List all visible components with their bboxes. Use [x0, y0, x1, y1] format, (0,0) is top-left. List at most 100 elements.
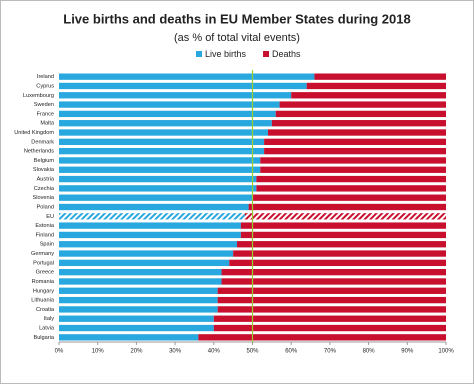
bar-segment — [59, 92, 292, 99]
bar-segment — [59, 120, 272, 127]
legend-swatch — [196, 51, 202, 57]
y-tick-label: Italy — [44, 316, 54, 322]
y-tick-label: Bulgaria — [33, 335, 54, 341]
y-tick-label: Denmark — [31, 139, 54, 145]
bar-segment — [59, 278, 222, 285]
bar-segment — [217, 306, 446, 313]
y-tick-label: Malta — [40, 121, 55, 127]
x-tick-label: 80% — [363, 349, 376, 355]
bar-segment — [59, 203, 249, 211]
bar-segment — [59, 73, 315, 80]
y-tick-label: Austria — [37, 177, 55, 183]
bar-segment — [59, 315, 214, 322]
bar-segment — [59, 250, 234, 257]
y-tick-label: Finland — [36, 232, 54, 238]
y-tick-label: Lithuania — [31, 298, 55, 304]
bar-segment — [275, 110, 446, 118]
y-tick-label: France — [37, 111, 54, 117]
bar-segment — [59, 185, 257, 192]
bar-segment — [59, 269, 222, 276]
bar-segment — [256, 175, 446, 183]
bar-segment — [59, 334, 199, 341]
bar-segment — [248, 203, 446, 211]
bar-segment — [260, 157, 446, 164]
y-tick-label: Croatia — [36, 307, 55, 313]
bar-segment — [59, 287, 218, 294]
x-tick-label: 40% — [208, 349, 221, 355]
y-tick-label: Hungary — [33, 288, 54, 294]
bar-segment — [256, 185, 446, 192]
bar-segment — [233, 250, 446, 257]
bar-segment — [59, 306, 218, 313]
bar-segment — [267, 129, 446, 136]
bar-segment — [244, 213, 446, 220]
bar-segment — [240, 231, 446, 239]
y-tick-label: Luxembourg — [23, 93, 54, 99]
bar-segment — [264, 138, 446, 145]
x-tick-label: 50% — [246, 349, 259, 355]
y-tick-label: United Kingdom — [14, 130, 54, 136]
bar-segment — [59, 194, 253, 201]
y-tick-label: Ireland — [37, 74, 54, 80]
y-tick-label: Greece — [36, 270, 54, 276]
bar-segment — [291, 92, 446, 99]
bar-segment — [59, 175, 257, 183]
bar-segment — [264, 147, 446, 155]
bar-segment — [59, 222, 241, 229]
x-tick-label: 20% — [130, 349, 143, 355]
bar-segment — [59, 241, 238, 248]
x-tick-label: 0% — [55, 349, 64, 355]
x-tick-label: 90% — [401, 349, 414, 355]
chart-subtitle: (as % of total vital events) — [174, 32, 300, 44]
chart-title: Live births and deaths in EU Member Stat… — [63, 11, 410, 26]
bar-segment — [59, 157, 261, 164]
bar-segment — [217, 287, 446, 294]
y-tick-label: Portugal — [33, 260, 54, 266]
bar-segment — [59, 324, 214, 332]
bar-segment — [229, 259, 446, 267]
y-tick-label: Czechia — [34, 186, 55, 192]
y-tick-label: Sweden — [34, 102, 54, 108]
bar-segment — [59, 110, 276, 118]
bar-segment — [221, 269, 446, 276]
bar-segment — [59, 138, 265, 145]
x-tick-label: 30% — [169, 349, 182, 355]
bar-segment — [306, 82, 446, 90]
legend-label: Deaths — [272, 49, 301, 59]
y-tick-label: Netherlands — [24, 149, 54, 155]
bar-segment — [59, 166, 261, 173]
y-tick-label: Poland — [37, 204, 54, 210]
y-tick-label: Romania — [32, 279, 55, 285]
y-tick-label: EU — [46, 214, 54, 220]
bar-segment — [271, 120, 446, 127]
bar-segment — [240, 222, 446, 229]
bar-segment — [198, 334, 446, 341]
bar-segment — [260, 166, 446, 173]
y-tick-label: Latvia — [39, 326, 55, 332]
bar-segment — [252, 194, 446, 201]
x-tick-label: 100% — [438, 349, 454, 355]
bar-segment — [217, 296, 446, 304]
bar-segment — [314, 73, 446, 80]
x-tick-label: 70% — [324, 349, 337, 355]
y-tick-label: Germany — [31, 251, 54, 257]
bar-segment — [59, 101, 280, 108]
y-tick-label: Spain — [40, 242, 54, 248]
y-tick-label: Estonia — [35, 223, 55, 229]
bar-segment — [237, 241, 446, 248]
bar-segment — [59, 259, 230, 267]
bar-segment — [59, 82, 307, 90]
bar-segment — [59, 296, 218, 304]
bar-segment — [213, 315, 446, 322]
x-tick-label: 60% — [285, 349, 298, 355]
bar-segment — [59, 231, 241, 239]
legend-label: Live births — [205, 49, 247, 59]
y-tick-label: Belgium — [34, 158, 55, 164]
bar-segment — [59, 129, 268, 136]
y-tick-label: Slovakia — [33, 167, 55, 173]
bar-segment — [221, 278, 446, 285]
x-tick-label: 10% — [92, 349, 105, 355]
y-tick-label: Cyprus — [36, 83, 54, 89]
bar-segment — [279, 101, 446, 108]
